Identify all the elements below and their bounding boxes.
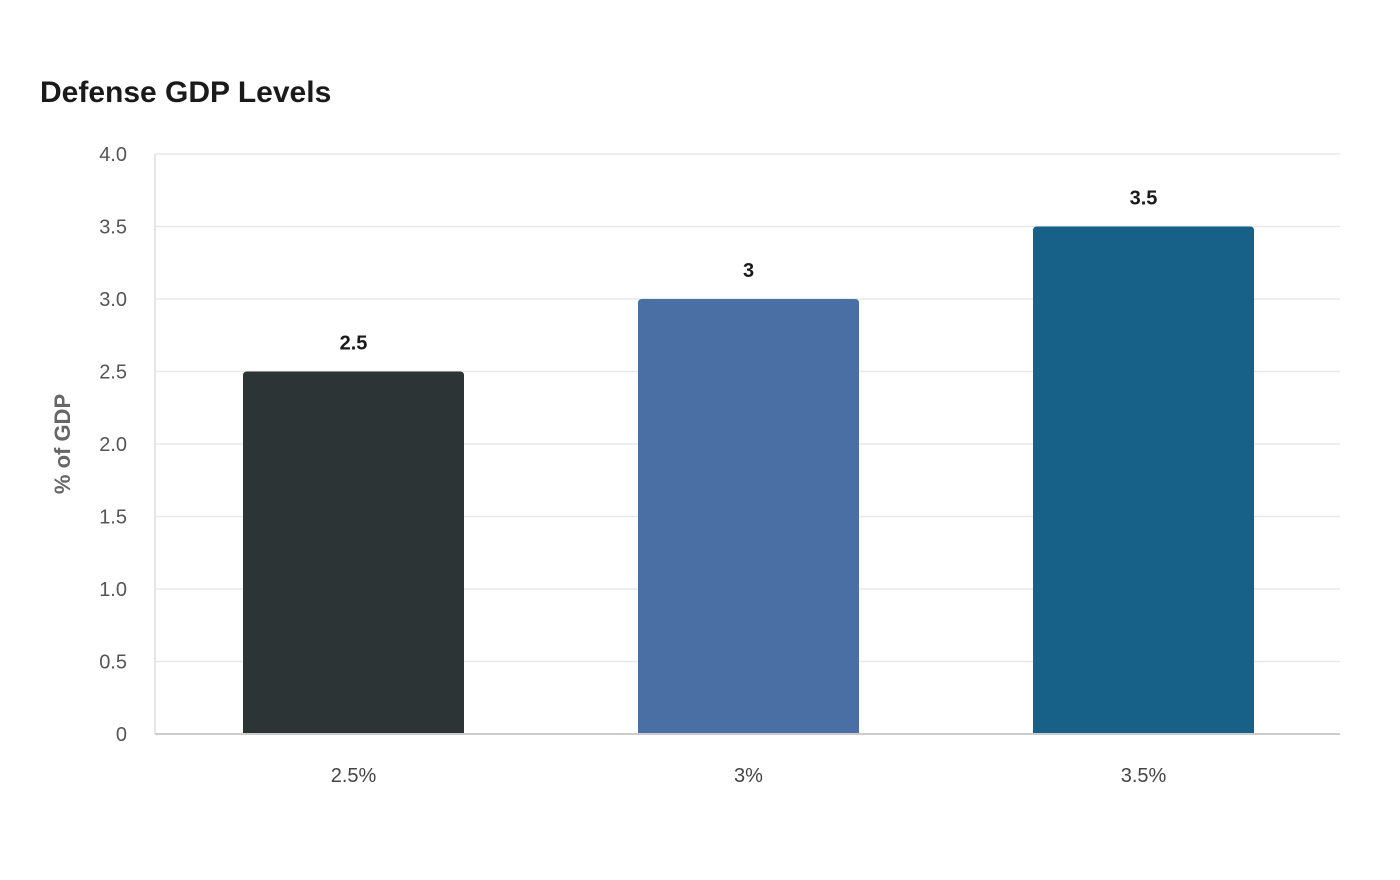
y-tick-label: 0 bbox=[116, 724, 127, 746]
x-tick-label: 3.5% bbox=[1121, 765, 1167, 787]
y-tick-label: 2.5 bbox=[99, 362, 127, 384]
bar-2 bbox=[638, 299, 859, 734]
y-tick-label: 0.5 bbox=[99, 652, 127, 674]
bars bbox=[243, 226, 1254, 734]
y-axis-title: % of GDP bbox=[50, 394, 75, 494]
value-label: 3 bbox=[743, 260, 754, 282]
y-tick-label: 3.0 bbox=[99, 289, 127, 311]
x-tick-label: 3% bbox=[734, 765, 763, 787]
y-tick-label: 1.0 bbox=[99, 579, 127, 601]
bar-1 bbox=[243, 371, 464, 734]
x-axis-ticks: 2.5% 3% 3.5% bbox=[331, 765, 1167, 787]
y-axis-ticks: 0 0.5 1.0 1.5 2.0 2.5 3.0 3.5 4.0 bbox=[99, 144, 127, 746]
value-label: 3.5 bbox=[1130, 188, 1158, 210]
y-tick-label: 4.0 bbox=[99, 144, 127, 166]
y-tick-label: 3.5 bbox=[99, 217, 127, 239]
bar-3 bbox=[1033, 226, 1254, 734]
value-label: 2.5 bbox=[340, 333, 368, 355]
x-tick-label: 2.5% bbox=[331, 765, 377, 787]
chart-title: Defense GDP Levels bbox=[40, 76, 332, 109]
value-labels: 2.5 3 3.5 bbox=[340, 188, 1158, 355]
y-tick-label: 2.0 bbox=[99, 434, 127, 456]
y-tick-label: 1.5 bbox=[99, 507, 127, 529]
